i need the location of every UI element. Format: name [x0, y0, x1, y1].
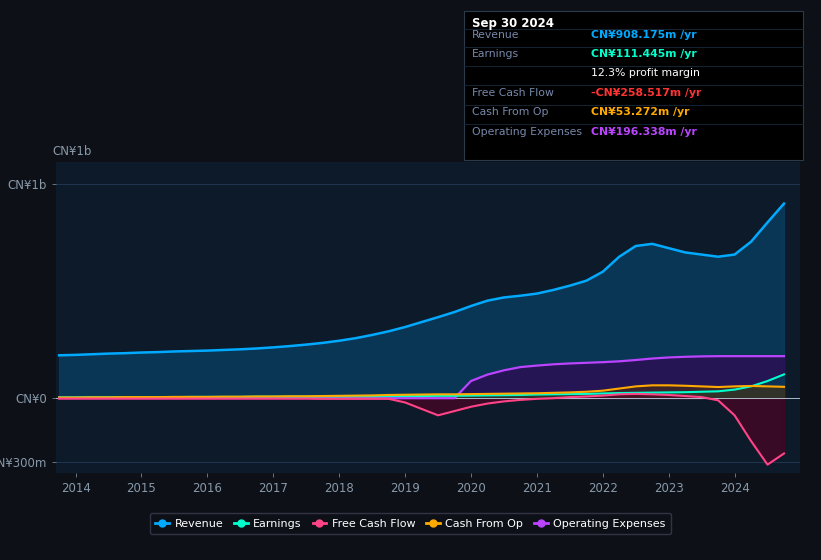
Text: CN¥111.445m /yr: CN¥111.445m /yr [591, 49, 697, 59]
Text: Revenue: Revenue [472, 30, 520, 40]
Text: Operating Expenses: Operating Expenses [472, 127, 582, 137]
Text: CN¥908.175m /yr: CN¥908.175m /yr [591, 30, 697, 40]
Text: CN¥1b: CN¥1b [52, 144, 91, 158]
Text: CN¥53.272m /yr: CN¥53.272m /yr [591, 108, 690, 117]
Text: -CN¥258.517m /yr: -CN¥258.517m /yr [591, 88, 701, 98]
Text: Cash From Op: Cash From Op [472, 108, 548, 117]
Legend: Revenue, Earnings, Free Cash Flow, Cash From Op, Operating Expenses: Revenue, Earnings, Free Cash Flow, Cash … [150, 513, 671, 534]
Text: Free Cash Flow: Free Cash Flow [472, 88, 554, 98]
Text: Sep 30 2024: Sep 30 2024 [472, 17, 554, 30]
Text: Earnings: Earnings [472, 49, 519, 59]
Text: CN¥196.338m /yr: CN¥196.338m /yr [591, 127, 697, 137]
Text: 12.3% profit margin: 12.3% profit margin [591, 68, 700, 78]
